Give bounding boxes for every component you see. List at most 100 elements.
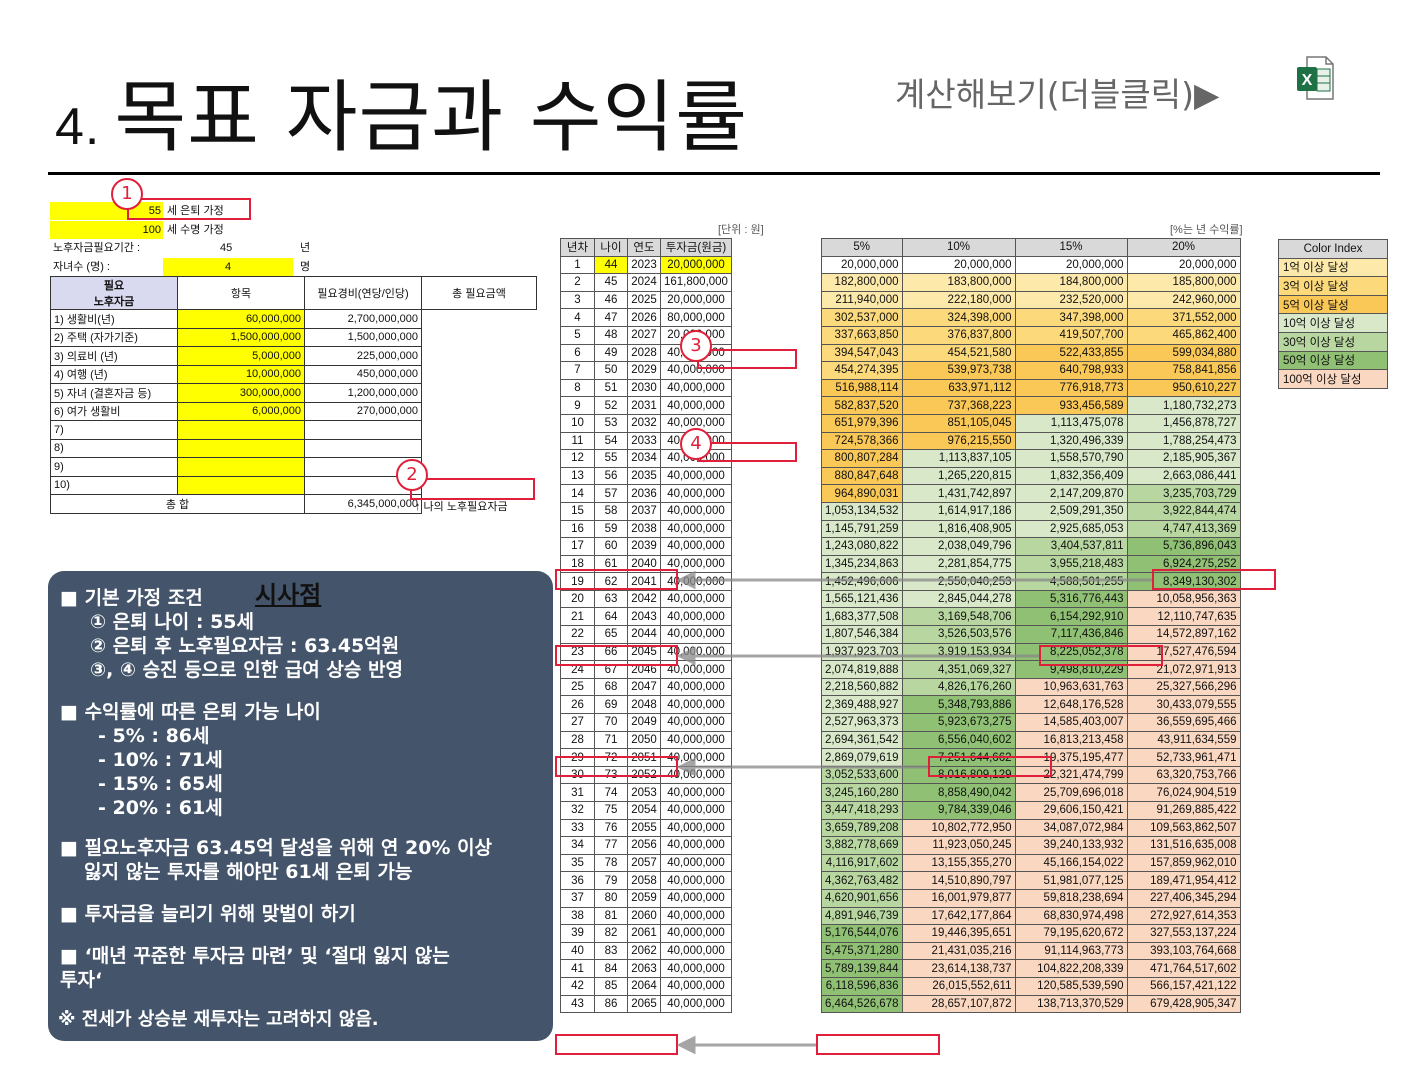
principal-cell: 40,000,000 xyxy=(660,396,732,415)
balance-cell: 4,620,901,656 xyxy=(820,888,903,908)
need-item-cost[interactable]: 6,000,000 xyxy=(177,401,305,421)
need-row: 10) xyxy=(50,475,537,495)
balance-cell: 22,321,474,799 xyxy=(1014,765,1128,785)
balance-cell: 933,456,589 xyxy=(1014,396,1128,415)
color-index-item: 30억 이상 달성 xyxy=(1278,331,1388,352)
grid-row: 34 77 2056 40,000,000 3,882,778,669 11,923,05… xyxy=(560,836,1354,855)
grid-row: 14 57 2036 40,000,000 964,890,031 1,431,742,8… xyxy=(560,484,1354,503)
need-item-cost[interactable]: 300,000,000 xyxy=(177,383,305,403)
balance-cell: 52,733,961,471 xyxy=(1126,748,1241,767)
balance-cell: 2,663,086,441 xyxy=(1126,466,1241,486)
marker-4: 4 xyxy=(680,428,712,460)
grid-row: 43 86 2065 40,000,000 6,464,526,678 28,657,10… xyxy=(560,994,1354,1014)
need-item-cost[interactable] xyxy=(177,475,305,495)
age-cell: 69 xyxy=(594,695,628,715)
balance-cell: 8,858,490,042 xyxy=(901,783,1016,802)
balance-cell: 371,552,000 xyxy=(1126,308,1241,327)
need-item-cost[interactable]: 60,000,000 xyxy=(177,309,305,329)
age-cell: 62 xyxy=(594,572,628,591)
need-item-cost[interactable]: 5,000,000 xyxy=(177,346,305,366)
balance-cell: 2,869,079,619 xyxy=(820,748,903,767)
grid-row: 31 74 2053 40,000,000 3,245,160,280 8,858,490… xyxy=(560,783,1354,802)
balance-cell: 36,559,695,466 xyxy=(1126,713,1241,732)
children-label: 자녀수 (명) : xyxy=(53,261,110,273)
grid-row: 22 65 2044 40,000,000 1,807,546,384 3,526,503… xyxy=(560,625,1354,644)
year-index-cell: 23 xyxy=(560,642,595,662)
balance-cell: 394,547,043 xyxy=(820,343,903,363)
balance-cell: 63,320,753,766 xyxy=(1126,765,1241,785)
need-item-label: 6) 여가 생활비 xyxy=(50,401,178,421)
need-item-cost[interactable] xyxy=(177,420,305,440)
balance-cell: 3,882,778,669 xyxy=(820,836,903,855)
target-row-20pct xyxy=(555,569,678,590)
children-value[interactable]: 4 xyxy=(163,258,293,276)
grid-header-cell: 15% xyxy=(1014,238,1128,257)
panel-line: ③, ④ 승진 등으로 인한 급여 상승 반영 xyxy=(90,659,403,681)
year-cell: 2065 xyxy=(627,994,661,1014)
target-cell-15pct xyxy=(1039,645,1163,666)
need-item-total: 450,000,000 xyxy=(304,364,422,384)
balance-cell: 20,000,000 xyxy=(820,255,903,275)
col-total: 총 필요금액 xyxy=(421,276,537,310)
color-index-legend: Color Index 1억 이상 달성 3억 이상 달성 5억 이상 달성 10억 … xyxy=(1278,239,1388,389)
balance-cell: 3,404,537,811 xyxy=(1014,537,1128,556)
calculate-link[interactable]: 계산해보기(더블클릭)▶ xyxy=(895,75,1220,114)
need-item-label: 10) xyxy=(50,475,178,495)
balance-cell: 1,345,234,863 xyxy=(820,554,903,574)
principal-cell: 40,000,000 xyxy=(660,537,732,556)
balance-cell: 8,225,052,378 xyxy=(1014,642,1128,662)
year-cell: 2028 xyxy=(627,343,661,363)
balance-cell: 2,694,361,542 xyxy=(820,730,903,750)
need-item-cost[interactable]: 10,000,000 xyxy=(177,364,305,384)
balance-cell: 1,816,408,905 xyxy=(901,519,1016,539)
balance-cell: 12,110,747,635 xyxy=(1126,607,1241,627)
balance-cell: 3,235,703,729 xyxy=(1126,484,1241,503)
need-item-cost[interactable] xyxy=(177,457,305,477)
grid-row: 42 85 2064 40,000,000 6,118,596,836 26,015,55… xyxy=(560,976,1354,996)
grid-row: 548202720,000,000337,663,850376,837,8004… xyxy=(560,325,1354,345)
balance-cell: 976,215,550 xyxy=(901,431,1016,451)
balance-cell: 185,800,000 xyxy=(1126,273,1241,292)
excel-file-icon[interactable]: X xyxy=(1295,55,1335,101)
balance-cell: 1,431,742,897 xyxy=(901,484,1016,503)
balance-cell: 393,103,764,668 xyxy=(1126,941,1241,961)
balance-cell: 2,185,905,367 xyxy=(1126,449,1241,468)
grid-header-cell: 투자금(원금) xyxy=(660,238,732,257)
grid-row: 27 70 2049 40,000,000 2,527,963,373 5,923,673… xyxy=(560,713,1354,732)
life-age-value[interactable]: 100 xyxy=(50,221,163,239)
principal-cell: 161,800,000 xyxy=(660,273,732,292)
sum-note: ↑ 나의 노후필요자금 xyxy=(415,501,508,513)
balance-cell: 522,433,855 xyxy=(1014,343,1128,363)
need-item-cost[interactable]: 1,500,000,000 xyxy=(177,327,305,347)
balance-cell: 3,526,503,576 xyxy=(901,625,1016,644)
balance-cell: 2,218,560,882 xyxy=(820,677,903,697)
balance-cell: 679,428,905,347 xyxy=(1126,994,1241,1014)
balance-cell: 3,245,160,280 xyxy=(820,783,903,802)
year-cell: 2062 xyxy=(627,941,661,961)
principal-cell: 40,000,000 xyxy=(660,871,732,890)
year-cell: 2031 xyxy=(627,396,661,415)
period-unit: 년 xyxy=(300,242,311,254)
balance-cell: 272,927,614,353 xyxy=(1126,906,1241,926)
balance-cell: 4,891,946,739 xyxy=(820,906,903,926)
year-index-cell: 37 xyxy=(560,888,595,908)
grid-header-cell: 5% xyxy=(820,238,903,257)
principal-cell: 40,000,000 xyxy=(660,906,732,926)
balance-cell: 25,327,566,296 xyxy=(1126,677,1241,697)
year-cell: 2053 xyxy=(627,783,661,802)
grid-row: 9 52 2031 40,000,000 582,837,520 737,368,223 9… xyxy=(560,396,1354,415)
need-item-cost[interactable] xyxy=(177,438,305,458)
year-index-cell: 42 xyxy=(560,976,595,996)
unit-note-left: [단위 : 원] xyxy=(718,224,764,236)
balance-cell: 20,000,000 xyxy=(1014,255,1128,275)
grid-row: 35 78 2057 40,000,000 4,116,917,602 13,155,35… xyxy=(560,853,1354,873)
year-index-cell: 43 xyxy=(560,994,595,1014)
age-cell: 46 xyxy=(594,290,628,310)
age-cell: 84 xyxy=(594,959,628,978)
need-row: 1) 생활비(년) 60,000,000 2,700,000,000 xyxy=(50,309,537,329)
balance-cell: 582,837,520 xyxy=(820,396,903,415)
balance-cell: 5,176,544,076 xyxy=(820,924,903,943)
balance-cell: 9,784,339,046 xyxy=(901,801,1016,820)
target-cell-5pct xyxy=(816,1034,940,1055)
